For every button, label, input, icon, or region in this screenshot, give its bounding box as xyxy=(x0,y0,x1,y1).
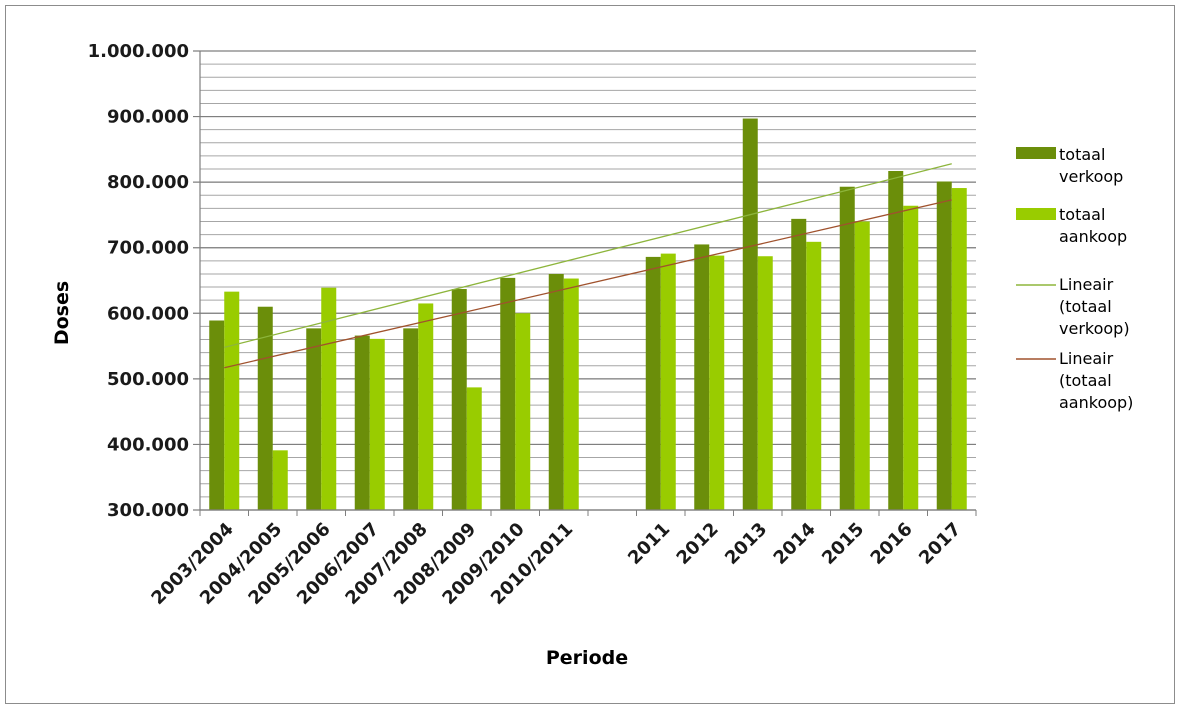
bar-verkoop xyxy=(888,170,904,510)
bar-verkoop xyxy=(645,256,661,510)
bar-verkoop xyxy=(839,186,855,511)
x-tick-label: 2013 xyxy=(721,519,771,569)
bar-aankoop xyxy=(224,291,240,510)
x-tick-label: 2011 xyxy=(624,519,674,569)
legend-label-trend-aankoop: (totaal xyxy=(1059,371,1112,390)
bar-aankoop xyxy=(806,241,822,510)
bar-verkoop xyxy=(354,335,370,510)
bars xyxy=(209,118,967,511)
axes xyxy=(199,51,977,516)
y-tick-label: 900.000 xyxy=(107,107,189,128)
legend-swatch-verkoop xyxy=(1016,147,1056,159)
x-axis-title: Periode xyxy=(546,647,628,669)
bar-verkoop xyxy=(694,244,710,510)
bar-verkoop xyxy=(209,320,225,510)
x-tick-label: 2014 xyxy=(770,519,820,569)
bar-verkoop xyxy=(403,328,419,510)
trendline-aankoop xyxy=(224,199,952,369)
legend: totaal verkoop totaal aankoop Lineair (totaal… xyxy=(1016,145,1133,412)
x-tick-label: 2015 xyxy=(818,519,868,569)
bar-verkoop xyxy=(791,218,807,510)
bar-verkoop xyxy=(936,181,952,511)
y-tick-label: 500.000 xyxy=(107,369,189,390)
bar-aankoop xyxy=(854,221,870,510)
y-tick-label: 800.000 xyxy=(107,172,189,193)
legend-label-verkoop: totaal xyxy=(1059,145,1105,164)
bar-aankoop xyxy=(418,303,434,510)
bar-aankoop xyxy=(757,256,773,510)
legend-label-verkoop: verkoop xyxy=(1059,167,1123,186)
bar-aankoop xyxy=(563,278,579,510)
legend-label-trend-verkoop: Lineair xyxy=(1059,275,1114,294)
bar-aankoop xyxy=(709,255,725,510)
bar-verkoop xyxy=(548,273,564,510)
x-tick-labels: 2003/20042004/20052005/20062006/20072007… xyxy=(147,519,965,609)
bar-aankoop xyxy=(903,205,919,510)
legend-label-trend-verkoop: (totaal xyxy=(1059,297,1112,316)
bar-aankoop xyxy=(466,387,482,510)
bar-verkoop xyxy=(306,328,322,510)
legend-swatch-aankoop xyxy=(1016,208,1056,220)
y-tick-labels: 300.000 400.000 500.000 600.000 700.000 800.0… xyxy=(88,41,189,521)
bar-verkoop xyxy=(500,277,516,510)
bar-aankoop xyxy=(951,188,967,510)
x-tick-label: 2012 xyxy=(673,519,723,569)
legend-label-trend-verkoop: verkoop) xyxy=(1059,319,1130,338)
y-axis-title: Doses xyxy=(51,281,73,345)
y-tick-label: 1.000.000 xyxy=(88,41,189,62)
bar-aankoop xyxy=(369,338,385,510)
bar-aankoop xyxy=(660,253,676,510)
legend-label-aankoop: totaal xyxy=(1059,205,1105,224)
y-tick-label: 700.000 xyxy=(107,238,189,259)
y-tick-label: 600.000 xyxy=(107,303,189,324)
bar-verkoop xyxy=(742,118,758,510)
x-tick-label: 2016 xyxy=(867,519,917,569)
x-tick-label: 2017 xyxy=(915,519,965,569)
trendline-verkoop xyxy=(224,163,952,349)
legend-label-trend-aankoop: aankoop) xyxy=(1059,393,1133,412)
y-tick-label: 300.000 xyxy=(107,500,189,521)
bar-verkoop xyxy=(451,289,467,510)
legend-label-trend-aankoop: Lineair xyxy=(1059,349,1114,368)
legend-label-aankoop: aankoop xyxy=(1059,227,1127,246)
y-tick-label: 400.000 xyxy=(107,434,189,455)
bar-aankoop xyxy=(515,313,531,510)
bar-aankoop xyxy=(272,450,288,510)
trendlines xyxy=(224,163,952,369)
